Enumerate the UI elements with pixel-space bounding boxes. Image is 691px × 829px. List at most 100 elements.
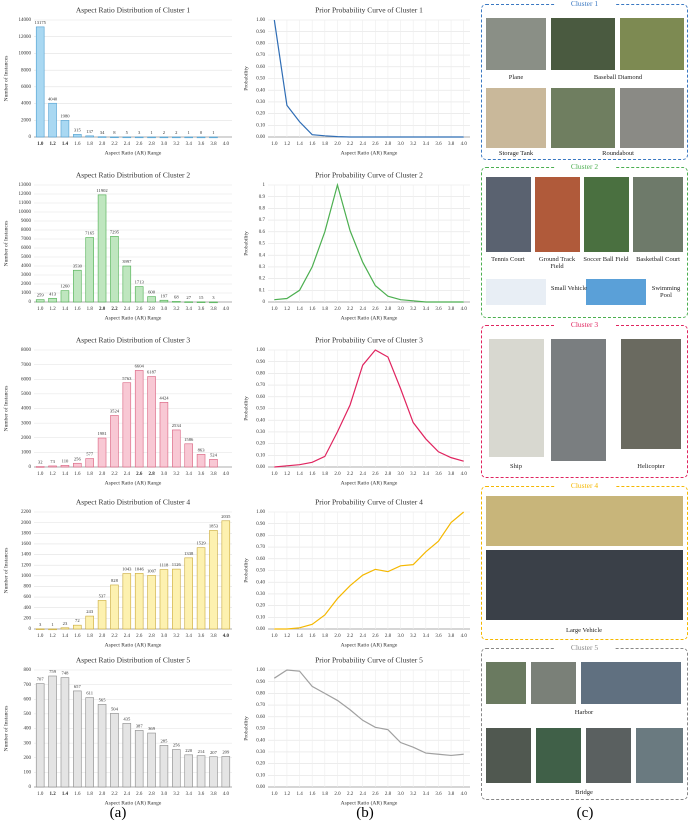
- y-tick-label: 0: [29, 465, 32, 470]
- y-tick-label: 0.3: [259, 265, 266, 270]
- sample-label: Bridge: [559, 789, 609, 796]
- sample-image: [486, 279, 546, 305]
- x-tick-label: 2.2: [111, 792, 118, 797]
- x-tick-label: 3.0: [397, 472, 404, 477]
- y-tick-label: 5000: [21, 392, 32, 397]
- x-tick-label: 3.2: [173, 634, 180, 639]
- y-tick-label: 8000: [21, 348, 32, 353]
- y-tick-label: 12000: [19, 192, 32, 197]
- x-axis-label: Aspect Ratio (AR) Range: [341, 314, 398, 321]
- bar: [185, 755, 193, 787]
- x-tick-label: 4.0: [223, 142, 230, 147]
- sample-label: Soccer Ball Field: [583, 256, 629, 263]
- sample-label: Basketball Court: [634, 256, 682, 263]
- bar: [61, 291, 69, 302]
- value-label: 1126: [172, 562, 182, 567]
- x-tick-label: 2.6: [136, 142, 143, 147]
- y-tick-label: 0.30: [256, 592, 265, 597]
- x-tick-label: 1.8: [87, 792, 94, 797]
- x-tick-label: 3.2: [410, 472, 417, 477]
- x-tick-label: 4.0: [461, 792, 468, 797]
- x-tick-label: 1.4: [62, 472, 69, 477]
- value-label: 2035: [221, 514, 231, 519]
- value-label: 435: [123, 716, 131, 721]
- x-tick-label: 2.4: [124, 472, 131, 477]
- x-axis-label: Aspect Ratio (AR) Range: [341, 641, 398, 648]
- x-tick-label: 3.4: [186, 634, 193, 639]
- x-axis-label: Aspect Ratio (AR) Range: [341, 149, 398, 156]
- y-axis-label: Number of Instances: [2, 548, 9, 594]
- x-tick-label: 3.8: [210, 792, 217, 797]
- value-label: 1: [212, 130, 215, 135]
- x-tick-label: 1.8: [322, 307, 329, 312]
- x-tick-label: 2.0: [334, 307, 341, 312]
- y-tick-label: 0.60: [256, 65, 265, 70]
- x-tick-label: 2.0: [99, 634, 106, 639]
- bar: [98, 704, 106, 787]
- chart-title: Aspect Ratio Distribution of Cluster 5: [76, 656, 191, 665]
- bar: [209, 302, 217, 303]
- y-tick-label: 0.20: [256, 604, 265, 609]
- sample-image: [535, 177, 580, 252]
- value-label: 1260: [60, 284, 70, 289]
- x-tick-label: 3.6: [435, 307, 442, 312]
- x-axis-label: Aspect Ratio (AR) Range: [105, 479, 162, 486]
- y-tick-label: 0.00: [256, 135, 265, 140]
- value-label: 73: [50, 459, 55, 464]
- bar: [172, 430, 180, 467]
- bar: [110, 415, 118, 467]
- bar: [110, 713, 118, 787]
- y-tick-label: 0.40: [256, 418, 265, 423]
- value-label: 1: [51, 622, 54, 627]
- y-tick-label: 0.10: [256, 615, 265, 620]
- x-tick-label: 1.2: [49, 307, 56, 312]
- value-label: 7165: [85, 231, 95, 236]
- value-label: 565: [99, 697, 107, 702]
- y-tick-label: 4000: [21, 264, 32, 269]
- value-label: 657: [74, 684, 82, 689]
- y-tick-label: 0.70: [256, 383, 265, 388]
- y-tick-label: 600: [24, 595, 32, 600]
- x-tick-label: 2.0: [334, 792, 341, 797]
- bar: [209, 459, 217, 467]
- y-tick-label: 0.60: [256, 715, 265, 720]
- value-label: 3: [39, 622, 42, 627]
- y-tick-label: 0.6: [259, 230, 266, 235]
- x-tick-label: 3.6: [198, 307, 205, 312]
- y-tick-label: 0.10: [256, 453, 265, 458]
- bar: [197, 454, 205, 467]
- bar: [98, 600, 106, 629]
- x-tick-label: 3.0: [397, 634, 404, 639]
- bar: [36, 27, 44, 137]
- value-label: 828: [111, 578, 119, 583]
- y-tick-label: 0.50: [256, 569, 265, 574]
- value-label: 600: [148, 290, 156, 295]
- y-tick-label: 0.80: [256, 692, 265, 697]
- bar: [135, 287, 143, 302]
- bar: [209, 757, 217, 787]
- bar: [135, 370, 143, 467]
- bar: [160, 570, 168, 629]
- y-tick-label: 200: [24, 756, 32, 761]
- x-tick-label: 1.8: [87, 307, 94, 312]
- value-label: 2: [163, 130, 166, 135]
- y-tick-label: 0.30: [256, 430, 265, 435]
- bar: [61, 465, 69, 467]
- bar: [209, 530, 217, 629]
- x-tick-label: 3.8: [210, 472, 217, 477]
- y-tick-label: 1000: [21, 574, 32, 579]
- x-tick-label: 3.8: [448, 792, 455, 797]
- x-tick-label: 3.2: [410, 634, 417, 639]
- y-tick-label: 0.90: [256, 30, 265, 35]
- bar: [160, 402, 168, 467]
- sample-label: Large Vehicle: [554, 627, 614, 634]
- x-tick-label: 3.8: [448, 634, 455, 639]
- y-tick-label: 10000: [19, 52, 32, 57]
- value-label: 27: [186, 295, 191, 300]
- y-tick-label: 1400: [21, 553, 32, 558]
- sample-image: [536, 728, 581, 783]
- x-tick-label: 1.6: [309, 472, 316, 477]
- bar: [123, 383, 131, 467]
- figure: Aspect Ratio Distribution of Cluster 102…: [0, 0, 691, 829]
- y-tick-label: 0.2: [259, 277, 266, 282]
